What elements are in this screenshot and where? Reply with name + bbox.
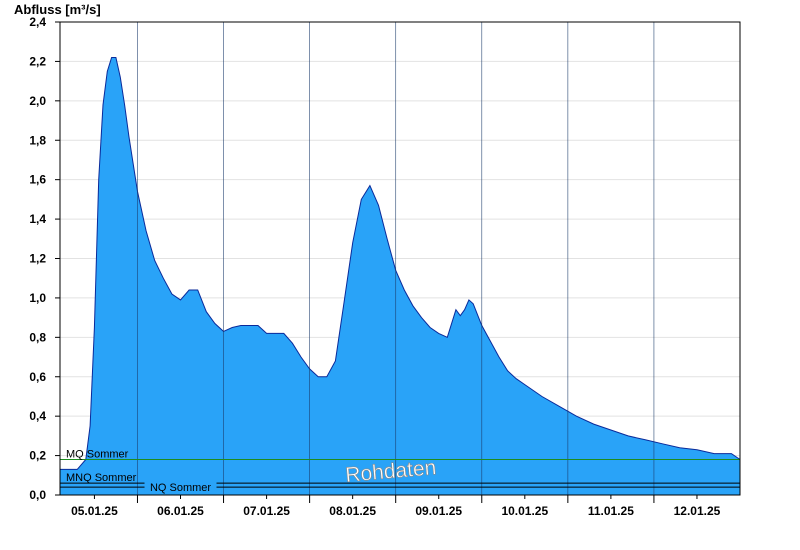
y-axis-title: Abfluss [m³/s] <box>14 2 101 17</box>
x-tick-label: 11.01.25 <box>588 504 634 518</box>
reference-label-bg <box>144 481 217 494</box>
y-tick-label: 0,4 <box>29 409 46 423</box>
discharge-area <box>60 57 740 495</box>
y-tick-label: 2,0 <box>29 94 46 108</box>
x-tick-label: 08.01.25 <box>329 504 376 518</box>
y-tick-label: 1,2 <box>29 252 46 266</box>
x-tick-label: 12.01.25 <box>674 504 721 518</box>
y-tick-label: 1,8 <box>29 133 46 147</box>
y-tick-label: 2,4 <box>29 15 46 29</box>
reference-label: MQ Sommer <box>66 449 129 461</box>
reference-label: MNQ Sommer <box>66 472 137 484</box>
y-tick-label: 0,0 <box>29 488 46 502</box>
x-tick-label: 05.01.25 <box>71 504 118 518</box>
axes: 0,0 0,2 0,4 0,6 0,8 1,0 1,2 1,4 1,6 1,8 2,0 2,2 2,4 0… <box>29 15 720 518</box>
discharge-series <box>60 57 741 495</box>
y-tick-label: 0,2 <box>29 449 46 463</box>
y-tick-label: 1,6 <box>29 173 46 187</box>
day-separators <box>137 22 655 495</box>
y-tick-label: 0,6 <box>29 370 46 384</box>
y-tick-label: 1,0 <box>29 291 46 305</box>
y-tick-label: 2,2 <box>29 54 46 68</box>
x-tick-label: 10.01.25 <box>501 504 548 518</box>
y-tick-label: 0,8 <box>29 330 46 344</box>
discharge-line <box>60 57 741 470</box>
y-tick-label: 1,4 <box>29 212 46 226</box>
x-tick-label: 06.01.25 <box>157 504 204 518</box>
reference-label: NQ Sommer <box>150 482 211 494</box>
x-tick-label: 09.01.25 <box>415 504 462 518</box>
reference-lines: MQ Sommer MNQ Sommer NQ Sommer <box>60 449 740 494</box>
x-tick-label: 07.01.25 <box>243 504 290 518</box>
